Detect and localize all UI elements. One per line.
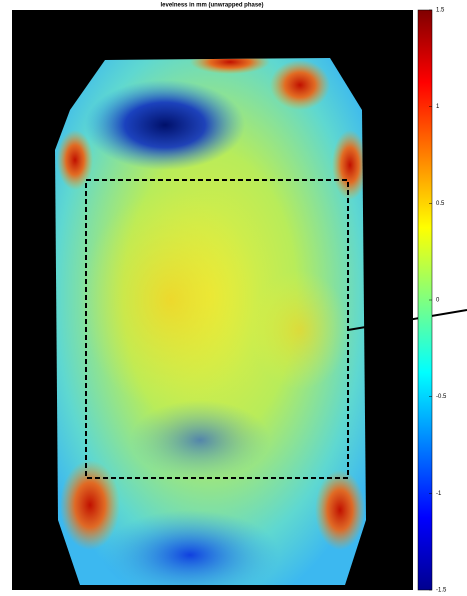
chart-title: levelness in mm (unwrapped phase) bbox=[160, 3, 263, 9]
colorbar: -1.5 -1 -0.5 0 0.5 1 1.5 bbox=[417, 8, 447, 594]
colorbar-tick-label: 0 bbox=[436, 298, 440, 304]
colorbar-tick-label: 0.5 bbox=[436, 201, 445, 207]
colorbar-tick-label: -0.5 bbox=[436, 394, 447, 400]
colorbar-tick-label: -1.5 bbox=[436, 588, 447, 594]
colorbar-tick-label: 1.5 bbox=[436, 8, 445, 14]
colorbar-tick-label: 1 bbox=[436, 104, 440, 110]
heatmap-field bbox=[55, 58, 366, 585]
leader-line bbox=[347, 309, 467, 331]
colorbar-tick-label: -1 bbox=[436, 491, 442, 497]
